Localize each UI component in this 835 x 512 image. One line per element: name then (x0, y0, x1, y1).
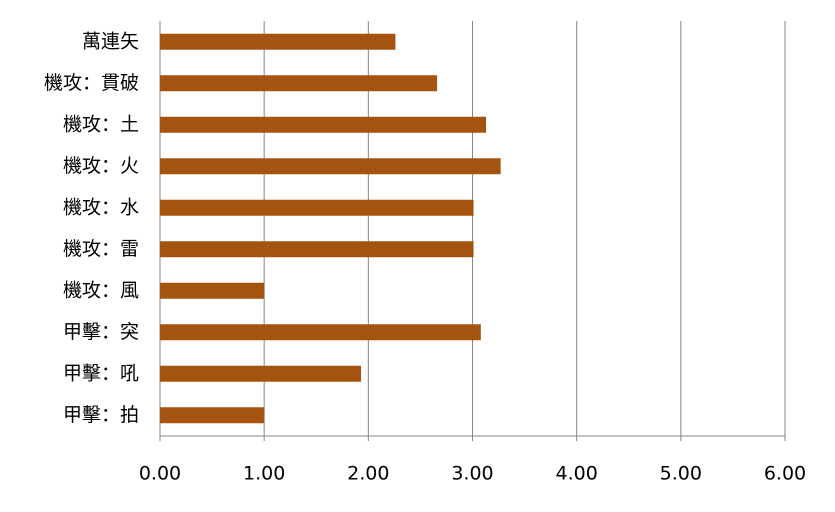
y-tick-label: 機攻：火 (63, 155, 139, 177)
bar (160, 33, 396, 50)
x-tick-label: 1.00 (243, 463, 285, 485)
y-tick-label: 機攻：水 (63, 196, 139, 218)
bar (160, 365, 362, 382)
y-tick-label: 機攻：風 (63, 279, 139, 301)
bar (160, 407, 265, 424)
bar (160, 116, 487, 133)
bar (160, 241, 474, 258)
y-tick-label: 機攻：貫破 (44, 72, 139, 94)
bar (160, 324, 481, 341)
x-tick-label: 2.00 (347, 463, 389, 485)
y-tick-label: 甲擊：吼 (63, 362, 139, 384)
y-tick-label: 萬連矢 (82, 30, 139, 52)
bar (160, 75, 438, 92)
bar (160, 199, 474, 216)
y-tick-label: 機攻：土 (63, 113, 139, 135)
x-tick-label: 5.00 (660, 463, 702, 485)
bar (160, 158, 501, 175)
y-tick-label: 甲擊：拍 (63, 404, 139, 426)
x-tick-label: 6.00 (764, 463, 806, 485)
x-tick-label: 0.00 (139, 463, 181, 485)
y-tick-label: 機攻：雷 (63, 238, 139, 260)
x-tick-label: 3.00 (451, 463, 493, 485)
y-tick-label: 甲擊：突 (63, 321, 139, 343)
bar (160, 282, 265, 299)
x-tick-label: 4.00 (556, 463, 598, 485)
